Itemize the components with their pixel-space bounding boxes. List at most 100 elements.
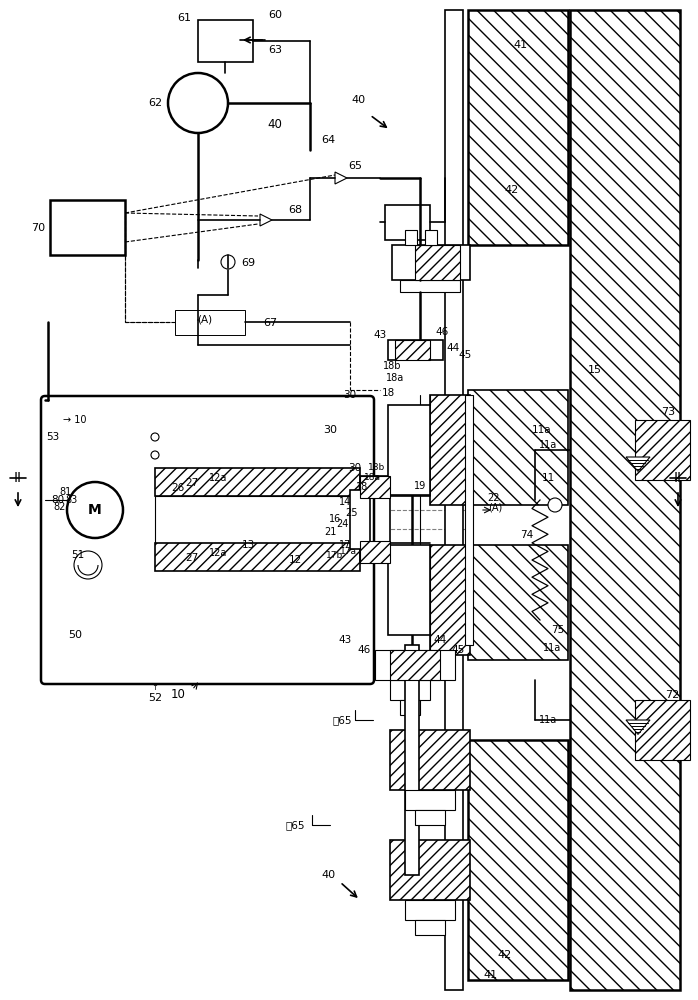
Bar xyxy=(430,545,470,655)
Bar xyxy=(400,280,460,292)
Bar xyxy=(390,680,430,700)
Bar xyxy=(388,405,430,495)
Bar xyxy=(392,245,470,280)
Text: 11a: 11a xyxy=(532,425,552,435)
Bar xyxy=(425,230,437,245)
Bar xyxy=(50,200,125,255)
Text: 67: 67 xyxy=(263,318,277,328)
Text: 26: 26 xyxy=(172,483,185,493)
Text: 30: 30 xyxy=(348,463,362,473)
Circle shape xyxy=(74,551,102,579)
Text: 46: 46 xyxy=(357,645,371,655)
Bar xyxy=(430,395,470,505)
Bar xyxy=(405,900,455,920)
Text: 45: 45 xyxy=(452,645,465,655)
Bar xyxy=(570,10,680,990)
Text: 18: 18 xyxy=(356,482,368,492)
Text: 19: 19 xyxy=(414,481,426,491)
Text: 11a: 11a xyxy=(539,715,557,725)
Bar xyxy=(360,476,390,498)
Text: 15: 15 xyxy=(588,365,602,375)
Text: 83: 83 xyxy=(66,495,78,505)
Text: 18: 18 xyxy=(381,388,394,398)
Text: 74: 74 xyxy=(521,530,534,540)
Text: 60: 60 xyxy=(268,10,282,20)
Text: 80: 80 xyxy=(52,495,64,505)
Circle shape xyxy=(151,433,159,441)
Text: 12a: 12a xyxy=(209,473,227,483)
Text: 61: 61 xyxy=(177,13,191,23)
Text: 41: 41 xyxy=(513,40,527,50)
Text: 18a: 18a xyxy=(364,473,380,482)
Bar xyxy=(388,340,443,360)
Bar xyxy=(468,740,568,980)
Text: 21: 21 xyxy=(324,527,336,537)
Text: 63: 63 xyxy=(268,45,282,55)
Bar xyxy=(468,390,568,505)
Text: 81: 81 xyxy=(60,487,72,497)
Text: 18b: 18b xyxy=(369,462,385,472)
Bar xyxy=(350,490,370,549)
Text: M: M xyxy=(88,503,102,517)
Text: 17b: 17b xyxy=(327,550,343,560)
Bar xyxy=(155,496,360,543)
Text: 25: 25 xyxy=(346,508,358,518)
Bar xyxy=(360,476,390,563)
Bar xyxy=(465,395,473,645)
Bar xyxy=(415,920,445,935)
Bar xyxy=(395,340,430,360)
Bar xyxy=(388,545,430,635)
Circle shape xyxy=(221,255,235,269)
Text: 40: 40 xyxy=(321,870,335,880)
Text: 42: 42 xyxy=(505,185,519,195)
Bar xyxy=(390,840,470,900)
Text: 46: 46 xyxy=(436,327,449,337)
Bar xyxy=(405,230,417,245)
Bar xyxy=(175,310,245,335)
Text: 45: 45 xyxy=(459,350,472,360)
Text: 11: 11 xyxy=(542,473,555,483)
Bar xyxy=(198,20,253,62)
Text: 12: 12 xyxy=(288,555,302,565)
Circle shape xyxy=(67,482,123,538)
Bar xyxy=(375,650,455,680)
Text: 13: 13 xyxy=(242,540,255,550)
Bar xyxy=(405,645,419,875)
Bar xyxy=(635,700,690,760)
Text: 52: 52 xyxy=(148,693,162,703)
Text: 44: 44 xyxy=(433,635,447,645)
Text: 17: 17 xyxy=(339,540,351,550)
Text: 50: 50 xyxy=(68,630,82,640)
Text: 10: 10 xyxy=(170,688,186,702)
Text: 11a: 11a xyxy=(539,440,557,450)
Bar xyxy=(385,205,430,240)
Text: 22: 22 xyxy=(487,493,499,503)
Text: II: II xyxy=(674,471,682,485)
Text: 41: 41 xyxy=(483,970,497,980)
Text: 62: 62 xyxy=(148,98,162,108)
Bar xyxy=(155,468,360,496)
Text: 68: 68 xyxy=(288,205,302,215)
Text: 72: 72 xyxy=(665,690,679,700)
Text: 16: 16 xyxy=(329,514,341,524)
Text: (A): (A) xyxy=(488,503,502,513)
Text: 53: 53 xyxy=(46,432,59,442)
Polygon shape xyxy=(626,457,650,471)
Polygon shape xyxy=(626,720,650,734)
Text: 向65: 向65 xyxy=(285,820,305,830)
Text: 69: 69 xyxy=(241,258,255,268)
Text: 42: 42 xyxy=(498,950,512,960)
Text: 82: 82 xyxy=(54,502,66,512)
Text: II: II xyxy=(14,471,22,485)
Text: 73: 73 xyxy=(661,407,675,417)
Circle shape xyxy=(168,73,228,133)
Text: 40: 40 xyxy=(351,95,365,105)
Text: 64: 64 xyxy=(321,135,335,145)
Text: 75: 75 xyxy=(551,625,565,635)
Text: 18a: 18a xyxy=(386,373,404,383)
Text: 12a: 12a xyxy=(209,548,227,558)
Text: 27: 27 xyxy=(186,478,199,488)
Text: 40: 40 xyxy=(267,118,283,131)
Text: 44: 44 xyxy=(447,343,459,353)
Text: ↑: ↑ xyxy=(151,684,158,692)
